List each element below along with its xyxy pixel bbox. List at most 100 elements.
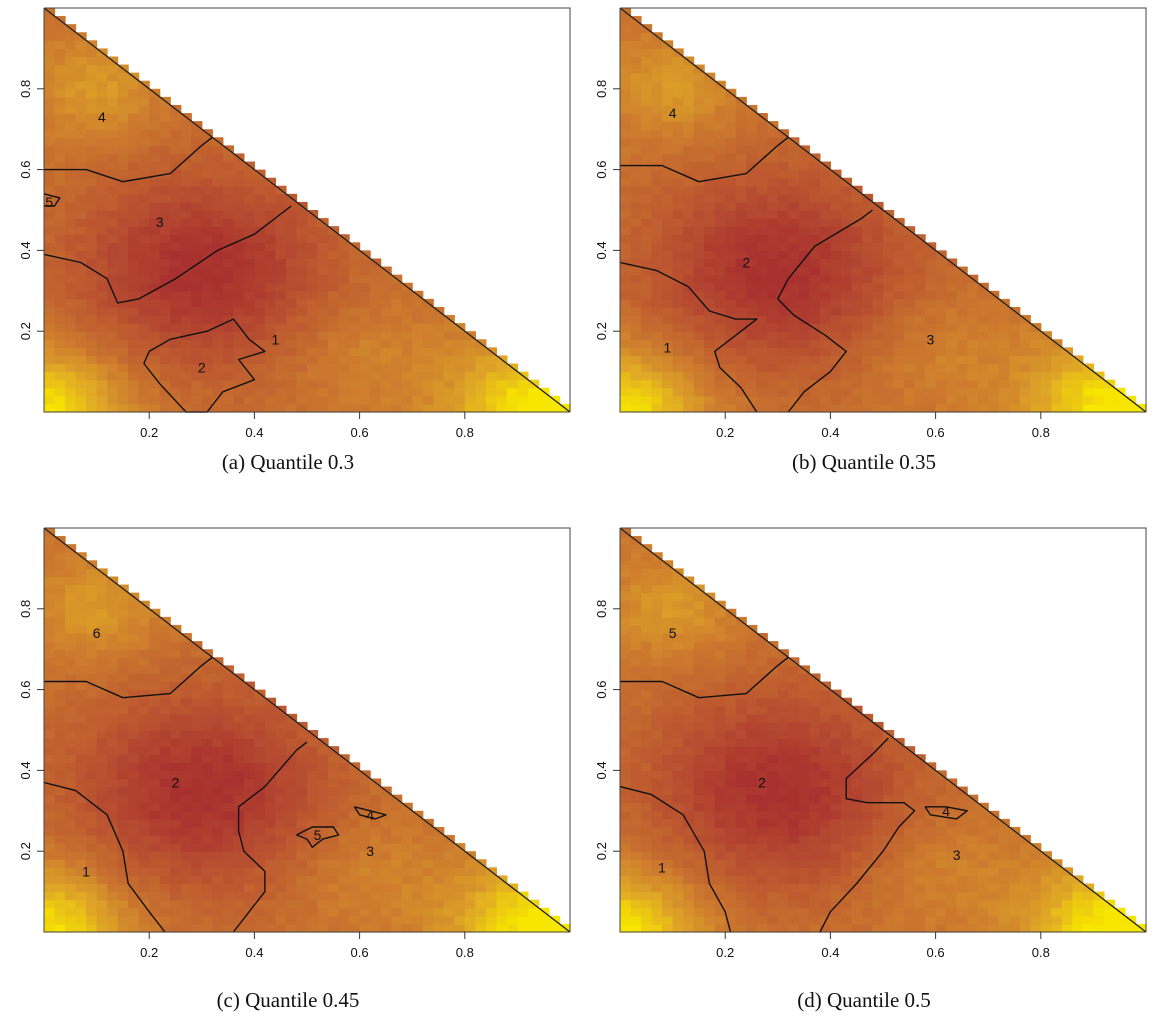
heatmap-cell <box>444 916 455 925</box>
heatmap-cell <box>65 404 76 413</box>
heatmap-cell <box>370 364 381 373</box>
heatmap-cell <box>915 778 926 787</box>
heatmap-cell <box>725 307 736 316</box>
heatmap-cell <box>757 404 768 413</box>
heatmap-cell <box>862 364 873 373</box>
heatmap-cell <box>97 892 108 901</box>
heatmap-cell <box>254 770 265 779</box>
heatmap-cell <box>725 770 736 779</box>
heatmap-cell <box>307 283 318 292</box>
heatmap-cell <box>181 892 192 901</box>
heatmap-cell <box>799 226 810 235</box>
heatmap-cell <box>139 787 150 796</box>
heatmap-cell <box>391 924 402 933</box>
heatmap-cell <box>444 331 455 340</box>
heatmap-cell <box>757 706 768 715</box>
heatmap-cell <box>883 803 894 812</box>
heatmap-cell <box>841 754 852 763</box>
heatmap-cell <box>694 89 705 98</box>
heatmap-cell <box>715 819 726 828</box>
heatmap-cell <box>683 121 694 130</box>
heatmap-cell <box>904 859 915 868</box>
heatmap-cell <box>872 380 883 389</box>
heatmap-cell <box>370 275 381 284</box>
heatmap-cell <box>349 908 360 917</box>
heatmap-cell <box>915 851 926 860</box>
heatmap-cell <box>86 315 97 324</box>
heatmap-cell <box>809 364 820 373</box>
heatmap-cell <box>1051 355 1062 364</box>
heatmap-cell <box>97 665 108 674</box>
heatmap-cell <box>149 884 160 893</box>
heatmap-cell <box>296 908 307 917</box>
heatmap-cell <box>170 170 181 179</box>
heatmap-cell <box>86 730 97 739</box>
heatmap-cell <box>673 576 684 585</box>
heatmap-cell <box>967 364 978 373</box>
heatmap-cell <box>883 307 894 316</box>
heatmap-cell <box>254 186 265 195</box>
heatmap-cell <box>128 916 139 925</box>
heatmap-cell <box>799 698 810 707</box>
heatmap-cell <box>746 364 757 373</box>
heatmap-cell <box>296 900 307 909</box>
heatmap-cell <box>233 267 244 276</box>
heatmap-cell <box>107 585 118 594</box>
heatmap-cell <box>76 641 87 650</box>
heatmap-cell <box>883 884 894 893</box>
heatmap-cell <box>1041 372 1052 381</box>
heatmap-cell <box>841 364 852 373</box>
heatmap-cell <box>830 738 841 747</box>
heatmap-cell <box>202 770 213 779</box>
heatmap-cell <box>820 299 831 308</box>
heatmap-cell <box>118 714 129 723</box>
heatmap-cell <box>223 690 234 699</box>
heatmap-cell <box>936 331 947 340</box>
heatmap-cell <box>830 778 841 787</box>
heatmap-cell <box>788 714 799 723</box>
heatmap-cell <box>65 714 76 723</box>
heatmap-cell <box>788 145 799 154</box>
heatmap-cell <box>233 372 244 381</box>
heatmap-cell <box>86 364 97 373</box>
heatmap-cell <box>620 97 631 106</box>
heatmap-cell <box>191 916 202 925</box>
heatmap-cell <box>757 754 768 763</box>
heatmap-cell <box>97 364 108 373</box>
heatmap-cell <box>620 113 631 122</box>
heatmap-cell <box>296 234 307 243</box>
heatmap-cell <box>444 867 455 876</box>
heatmap-cell <box>862 892 873 901</box>
heatmap-cell <box>328 250 339 259</box>
heatmap-cell <box>496 900 507 909</box>
heatmap-cell <box>212 875 223 884</box>
heatmap-cell <box>86 137 97 146</box>
heatmap-cell <box>946 283 957 292</box>
heatmap-cell <box>736 113 747 122</box>
heatmap-cell <box>746 121 757 130</box>
heatmap-cell <box>423 892 434 901</box>
heatmap-cell <box>360 867 371 876</box>
heatmap-cell <box>936 299 947 308</box>
heatmap-cell <box>244 843 255 852</box>
heatmap-cell <box>915 267 926 276</box>
heatmap-cell <box>641 404 652 413</box>
heatmap-cell <box>381 819 392 828</box>
heatmap-cell <box>883 770 894 779</box>
heatmap-cell <box>170 746 181 755</box>
heatmap-cell <box>97 673 108 682</box>
heatmap-cell <box>799 267 810 276</box>
heatmap-cell <box>1125 404 1136 413</box>
heatmap-cell <box>736 811 747 820</box>
heatmap-cell <box>44 170 55 179</box>
heatmap-cell <box>381 875 392 884</box>
heatmap-cell <box>778 778 789 787</box>
heatmap-cell <box>809 892 820 901</box>
heatmap-cell <box>118 242 129 251</box>
heatmap-cell <box>128 145 139 154</box>
heatmap-cell <box>275 795 286 804</box>
heatmap-cell <box>107 609 118 618</box>
heatmap-cell <box>360 291 371 300</box>
heatmap-cell <box>454 347 465 356</box>
heatmap-cell <box>894 916 905 925</box>
